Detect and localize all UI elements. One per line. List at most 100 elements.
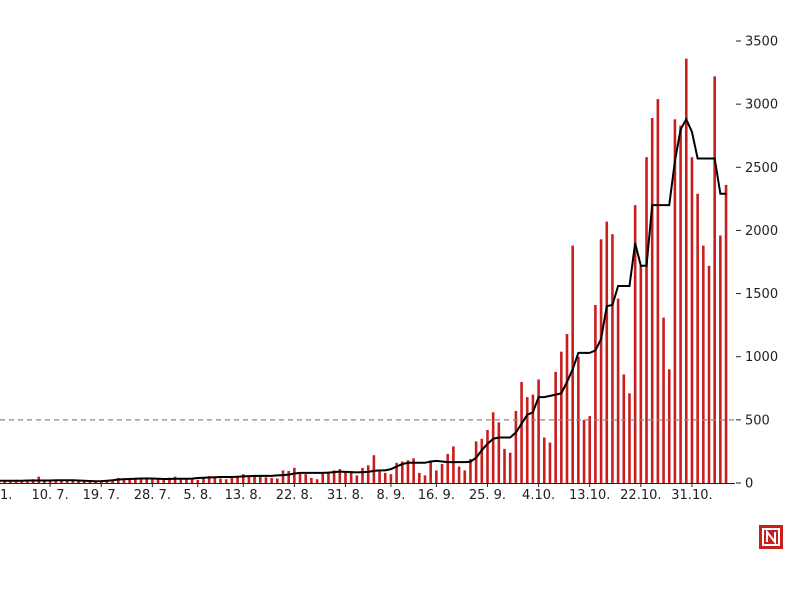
bar: [145, 477, 148, 483]
bar: [667, 369, 671, 483]
bar: [338, 469, 342, 483]
bar: [594, 304, 597, 483]
bar: [366, 465, 370, 483]
x-tick-label: 4.10.: [522, 488, 555, 503]
x-tick-label: 31. 8.: [327, 488, 364, 503]
bar: [560, 351, 563, 483]
bar: [332, 470, 336, 483]
bar: [616, 298, 620, 483]
bar: [514, 411, 518, 483]
bar: [287, 471, 290, 483]
bar: [429, 461, 432, 483]
bar: [179, 478, 183, 483]
bar: [639, 265, 643, 483]
bar: [383, 472, 387, 483]
bar: [679, 125, 682, 484]
x-axis-ticks: 1. 10. 7. 19. 7. 28. 7. 5. 8. 13. 8. 22. 8. 31.…: [0, 483, 713, 503]
bar: [247, 476, 251, 483]
bar: [253, 474, 256, 483]
bar: [440, 464, 444, 483]
bar: [463, 470, 467, 483]
bar: [327, 471, 330, 483]
bar: [690, 157, 694, 483]
bar: [497, 422, 501, 483]
bar: [361, 467, 364, 483]
bar: [605, 221, 609, 483]
bar: [452, 446, 455, 483]
bar: [71, 480, 75, 483]
bar: [82, 480, 86, 483]
y-tick-label: 0: [745, 477, 753, 492]
y-tick-label: 2500: [745, 161, 778, 176]
bar: [542, 437, 546, 483]
y-tick-label: 3000: [745, 98, 778, 113]
bar: [185, 478, 188, 483]
bar: [412, 458, 415, 483]
bar: [435, 470, 438, 483]
bar: [548, 442, 552, 483]
bar: [315, 479, 319, 483]
bar: [531, 394, 535, 483]
bar: [9, 480, 12, 483]
bar: [207, 476, 211, 483]
bar: [684, 58, 688, 484]
x-tick-label: 25. 9.: [469, 488, 506, 503]
bar: [491, 412, 495, 483]
bar: [196, 479, 200, 483]
bar: [503, 448, 506, 483]
bar: [469, 459, 472, 483]
x-tick-label: 16. 9.: [418, 488, 455, 503]
bar: [304, 474, 308, 483]
bar: [525, 397, 529, 483]
bar: [224, 479, 228, 483]
bar: [48, 481, 52, 483]
bar-series: [0, 58, 728, 484]
bar: [662, 317, 665, 483]
bar: [696, 193, 699, 483]
bar: [673, 119, 677, 484]
y-tick-label: 3500: [745, 35, 778, 50]
bar: [60, 479, 63, 483]
y-axis: 0 500 1000 1500 2000 2500 3000 3500: [736, 35, 778, 492]
bar: [656, 99, 660, 483]
bar: [26, 480, 29, 483]
bar: [241, 474, 245, 483]
average-line: [0, 117, 727, 483]
bar: [582, 419, 586, 483]
bar: [588, 416, 592, 483]
bar: [719, 235, 722, 483]
bar: [508, 452, 512, 483]
x-tick-label: 22. 8.: [276, 488, 313, 503]
bar: [423, 475, 427, 483]
bar: [139, 477, 143, 483]
bar: [236, 476, 239, 483]
bar: [395, 462, 398, 483]
bar: [270, 477, 273, 483]
bar: [156, 478, 160, 483]
bar: [389, 474, 393, 483]
bar: [622, 374, 626, 483]
bar: [298, 472, 302, 483]
bar: [94, 481, 97, 483]
bar: [372, 455, 376, 483]
x-tick-label: 1.: [0, 488, 12, 503]
bar: [418, 472, 421, 483]
y-tick-label: 2000: [745, 224, 778, 239]
bar: [486, 429, 489, 483]
bar: [219, 478, 222, 483]
bar: [43, 480, 46, 483]
bar: [707, 265, 711, 483]
bar: [537, 379, 540, 483]
x-tick-label: 19. 7.: [83, 488, 120, 503]
bar: [230, 477, 234, 483]
bar: [276, 478, 279, 483]
bar: [88, 481, 92, 483]
x-tick-label: 8. 9.: [376, 488, 405, 503]
x-tick-label: 13. 8.: [225, 488, 262, 503]
x-tick-label: 13.10.: [569, 488, 610, 503]
y-tick-label: 1000: [745, 350, 778, 365]
brand-logo-icon: [759, 525, 783, 549]
bar: [116, 477, 120, 483]
x-tick-label: 5. 8.: [183, 488, 212, 503]
